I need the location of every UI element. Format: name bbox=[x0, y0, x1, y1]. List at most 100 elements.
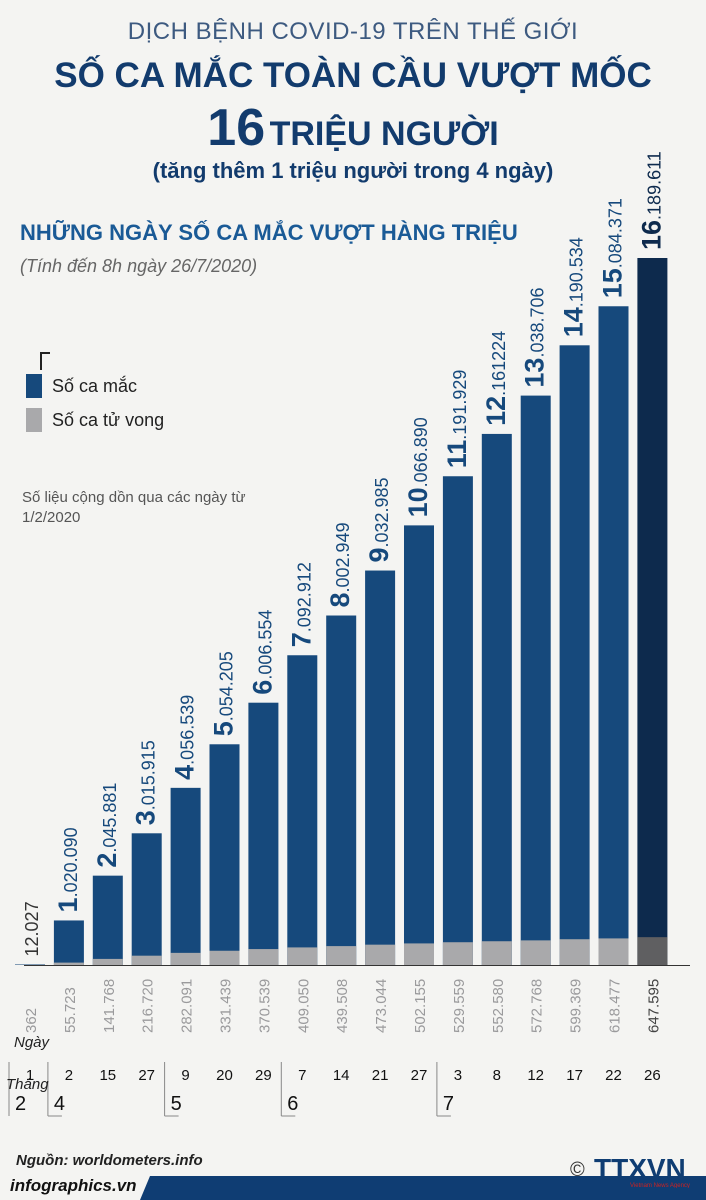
day-tick-label: 12 bbox=[527, 1067, 544, 1084]
case-value-label: 12.161224 bbox=[481, 331, 511, 426]
headline-number-value: 16 bbox=[207, 99, 266, 157]
day-tick-label: 1 bbox=[26, 1067, 34, 1084]
case-value-label: 16.189.611 bbox=[636, 151, 666, 250]
death-value-label: 552.580 bbox=[490, 979, 507, 1033]
day-tick-label: 20 bbox=[216, 1067, 233, 1084]
case-value-label: 2.045.881 bbox=[92, 783, 122, 868]
case-value-label: 12.027 bbox=[22, 901, 42, 956]
case-bar bbox=[326, 615, 357, 965]
chart-note: (Tính đến 8h ngày 26/7/2020) bbox=[20, 256, 258, 276]
footer-bar bbox=[140, 1176, 706, 1200]
footer-site[interactable]: infographics.vn bbox=[10, 1176, 137, 1195]
day-axis-label: Ngày bbox=[14, 1034, 50, 1051]
death-bar bbox=[481, 941, 512, 965]
day-tick-label: 3 bbox=[454, 1067, 462, 1084]
death-bar bbox=[365, 944, 396, 965]
case-bar bbox=[559, 345, 590, 965]
death-value-label: 216.720 bbox=[140, 979, 157, 1033]
case-value-label: 3.015.915 bbox=[131, 740, 161, 825]
death-value-label: 618.477 bbox=[607, 979, 624, 1033]
case-value-label: 5.054.205 bbox=[209, 651, 239, 736]
death-bar bbox=[598, 938, 629, 965]
case-bar bbox=[637, 258, 668, 965]
bar-chart: 12.02736211.020.09055.72322.045.881141.7… bbox=[8, 151, 690, 1117]
death-bar bbox=[326, 946, 357, 965]
death-bar bbox=[404, 943, 434, 965]
day-tick-label: 14 bbox=[333, 1067, 350, 1084]
source-note: Nguồn: worldometers.info bbox=[16, 1152, 203, 1169]
death-value-label: 409.050 bbox=[295, 979, 312, 1033]
death-value-label: 572.768 bbox=[529, 979, 546, 1033]
death-value-label: 599.369 bbox=[568, 979, 585, 1033]
headline-number: 16 TRIỆU NGƯỜI bbox=[0, 98, 706, 158]
case-value-label: 7.092.912 bbox=[286, 562, 316, 647]
death-value-label: 331.439 bbox=[218, 979, 235, 1033]
month-tick-label: 5 bbox=[171, 1093, 182, 1115]
death-value-label: 370.539 bbox=[256, 979, 273, 1033]
day-tick-label: 27 bbox=[411, 1067, 428, 1084]
month-axis-label: Tháng bbox=[6, 1076, 49, 1093]
death-bar bbox=[131, 955, 162, 965]
day-tick-label: 15 bbox=[99, 1067, 116, 1084]
day-tick-label: 17 bbox=[566, 1067, 583, 1084]
case-value-label: 14.190.534 bbox=[559, 237, 589, 337]
case-bar bbox=[287, 655, 318, 965]
legend-deaths-swatch bbox=[26, 408, 42, 432]
logo-mark: © TTXVN Vietnam News Agency bbox=[570, 1153, 690, 1189]
day-tick-label: 26 bbox=[644, 1067, 661, 1084]
death-value-label: 141.768 bbox=[101, 979, 118, 1033]
case-bar bbox=[248, 702, 279, 965]
day-tick-label: 9 bbox=[181, 1067, 189, 1084]
death-value-label: 362 bbox=[23, 1008, 40, 1033]
legend-cases-label: Số ca mắc bbox=[52, 376, 138, 396]
death-value-label: 647.595 bbox=[645, 979, 662, 1033]
day-tick-label: 27 bbox=[138, 1067, 155, 1084]
case-bar bbox=[92, 875, 123, 965]
case-bar bbox=[598, 306, 629, 965]
death-bar bbox=[53, 962, 84, 965]
month-tick-label: 4 bbox=[54, 1093, 65, 1115]
death-bar bbox=[92, 958, 123, 965]
case-value-label: 6.006.554 bbox=[247, 610, 277, 695]
death-value-label: 473.044 bbox=[373, 979, 390, 1033]
case-value-label: 9.032.985 bbox=[364, 477, 394, 562]
day-tick-label: 21 bbox=[372, 1067, 389, 1084]
logo-tagline: Vietnam News Agency bbox=[630, 1183, 690, 1188]
kicker: DỊCH BỆNH COVID-19 TRÊN THẾ GIỚI bbox=[127, 18, 579, 45]
day-tick-label: 8 bbox=[493, 1067, 501, 1084]
death-bar bbox=[442, 942, 473, 965]
death-bar bbox=[209, 950, 240, 965]
subheadline: (tăng thêm 1 triệu người trong 4 ngày) bbox=[152, 158, 554, 183]
death-value-label: 529.559 bbox=[451, 979, 468, 1033]
logo-name: TTXVN bbox=[594, 1153, 686, 1184]
death-bar bbox=[520, 940, 551, 965]
case-bar bbox=[15, 964, 45, 965]
legend-cases-swatch bbox=[26, 374, 42, 398]
day-tick-label: 29 bbox=[255, 1067, 272, 1084]
month-tick-label: 7 bbox=[443, 1093, 454, 1115]
case-bar bbox=[404, 525, 434, 965]
headline-number-unit: TRIỆU NGƯỜI bbox=[269, 115, 499, 153]
death-bar bbox=[170, 952, 201, 965]
death-value-label: 439.508 bbox=[334, 979, 351, 1033]
case-value-label: 10.066.890 bbox=[403, 417, 433, 517]
case-value-label: 13.038.706 bbox=[520, 287, 550, 387]
legend-deaths-label: Số ca tử vong bbox=[52, 410, 165, 430]
day-tick-label: 22 bbox=[605, 1067, 622, 1084]
death-value-label: 282.091 bbox=[179, 979, 196, 1033]
case-value-label: 8.002.949 bbox=[325, 522, 355, 607]
legend-rule-tick bbox=[40, 352, 50, 354]
case-bar bbox=[170, 787, 201, 965]
case-value-label: 11.191.929 bbox=[442, 370, 472, 469]
death-bar bbox=[559, 939, 590, 965]
legend-rule bbox=[40, 352, 42, 370]
headline: SỐ CA MẮC TOÀN CẦU VƯỢT MỐC bbox=[54, 56, 652, 95]
case-bar bbox=[365, 570, 396, 965]
chart-title: NHỮNG NGÀY SỐ CA MẮC VƯỢT HÀNG TRIỆU bbox=[20, 220, 518, 245]
day-tick-label: 2 bbox=[65, 1067, 73, 1084]
case-bar bbox=[481, 433, 512, 966]
case-value-label: 15.084.371 bbox=[598, 198, 628, 298]
month-tick-label: 6 bbox=[287, 1093, 298, 1115]
logo-copyright: © bbox=[570, 1159, 585, 1181]
case-value-label: 4.056.539 bbox=[170, 695, 200, 780]
